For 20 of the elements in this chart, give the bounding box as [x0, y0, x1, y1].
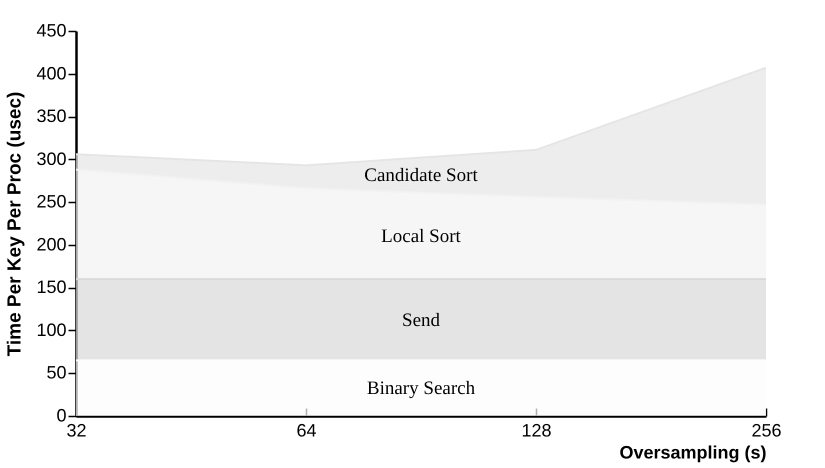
series-label: Send	[402, 310, 440, 331]
x-tick-label: 256	[751, 420, 782, 440]
x-tick-label: 128	[521, 420, 552, 440]
y-tick-label: 350	[36, 106, 66, 126]
y-axis-title: Time Per Key Per Proc (usec)	[4, 92, 26, 356]
x-tick-label: 64	[296, 420, 317, 440]
series-label: Binary Search	[366, 378, 476, 400]
y-tick-label: 50	[46, 362, 66, 383]
x-axis-title: Oversampling (s)	[619, 442, 766, 462]
y-tick-label: 150	[36, 277, 66, 298]
x-tick-label: 32	[66, 420, 87, 440]
y-tick-label: 100	[36, 320, 66, 340]
y-tick-label: 300	[36, 148, 66, 169]
y-tick-label: 400	[36, 63, 66, 84]
series-label: Candidate Sort	[364, 165, 478, 186]
series-label: Local Sort	[381, 226, 462, 247]
y-tick-label: 250	[36, 192, 66, 212]
y-tick-label: 0	[56, 406, 66, 426]
y-tick-label: 200	[36, 234, 66, 254]
y-tick-label: 450	[36, 20, 66, 40]
